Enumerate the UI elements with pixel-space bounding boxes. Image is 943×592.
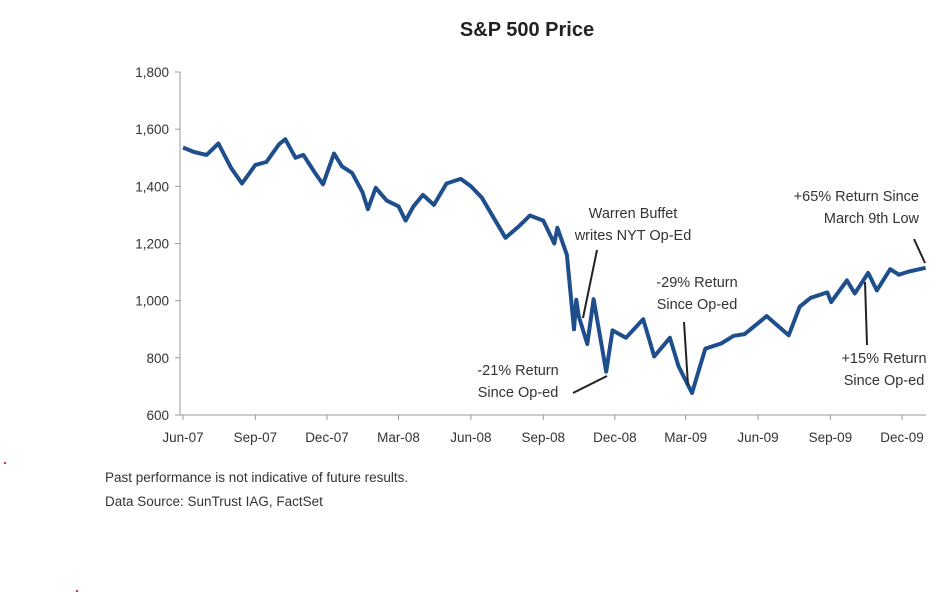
x-tick-label: Mar-08 bbox=[377, 430, 420, 445]
red-mark bbox=[76, 590, 78, 592]
y-tick-label: 1,400 bbox=[135, 179, 169, 194]
y-tick-label: 1,200 bbox=[135, 237, 169, 252]
chart-title: S&P 500 Price bbox=[460, 19, 594, 41]
annotation-pointer bbox=[913, 238, 926, 264]
annotation-pointer bbox=[864, 281, 868, 346]
x-tick-label: Mar-09 bbox=[664, 430, 707, 445]
x-tick-label: Dec-09 bbox=[880, 430, 924, 445]
red-mark bbox=[4, 462, 6, 464]
annotation-plus15: Since Op-ed bbox=[844, 373, 925, 389]
annotation-buffett: writes NYT Op-Ed bbox=[574, 228, 692, 244]
y-tick-label: 600 bbox=[146, 408, 169, 423]
disclaimer-note: Past performance is not indicative of fu… bbox=[105, 470, 409, 485]
annotation-plus65: March 9th Low bbox=[824, 211, 920, 227]
annotation-minus29: -29% Return bbox=[656, 275, 737, 291]
x-tick-label: Jun-08 bbox=[450, 430, 491, 445]
x-tick-label: Jun-07 bbox=[162, 430, 203, 445]
y-tick-label: 800 bbox=[146, 351, 169, 366]
y-tick-label: 1,000 bbox=[135, 294, 169, 309]
annotation-pointer bbox=[683, 321, 689, 386]
annotation-pointer bbox=[582, 249, 598, 319]
x-tick-label: Dec-08 bbox=[593, 430, 637, 445]
x-tick-label: Sep-09 bbox=[809, 430, 853, 445]
sp500-price-line bbox=[182, 137, 927, 395]
data-source-note: Data Source: SunTrust IAG, FactSet bbox=[105, 494, 323, 509]
y-tick-label: 1,600 bbox=[135, 122, 169, 137]
annotation-minus21: -21% Return bbox=[477, 363, 558, 379]
x-tick-label: Dec-07 bbox=[305, 430, 349, 445]
y-tick-label: 1,800 bbox=[135, 65, 169, 80]
x-tick-label: Sep-08 bbox=[522, 430, 566, 445]
annotation-pointer bbox=[572, 375, 608, 394]
annotation-minus29: Since Op-ed bbox=[657, 297, 738, 313]
annotation-buffett: Warren Buffet bbox=[589, 206, 678, 222]
annotation-plus65: +65% Return Since bbox=[794, 189, 919, 205]
x-tick-label: Sep-07 bbox=[234, 430, 278, 445]
x-tick-label: Jun-09 bbox=[737, 430, 778, 445]
annotation-plus15: +15% Return bbox=[841, 351, 926, 367]
annotation-minus21: Since Op-ed bbox=[478, 385, 559, 401]
